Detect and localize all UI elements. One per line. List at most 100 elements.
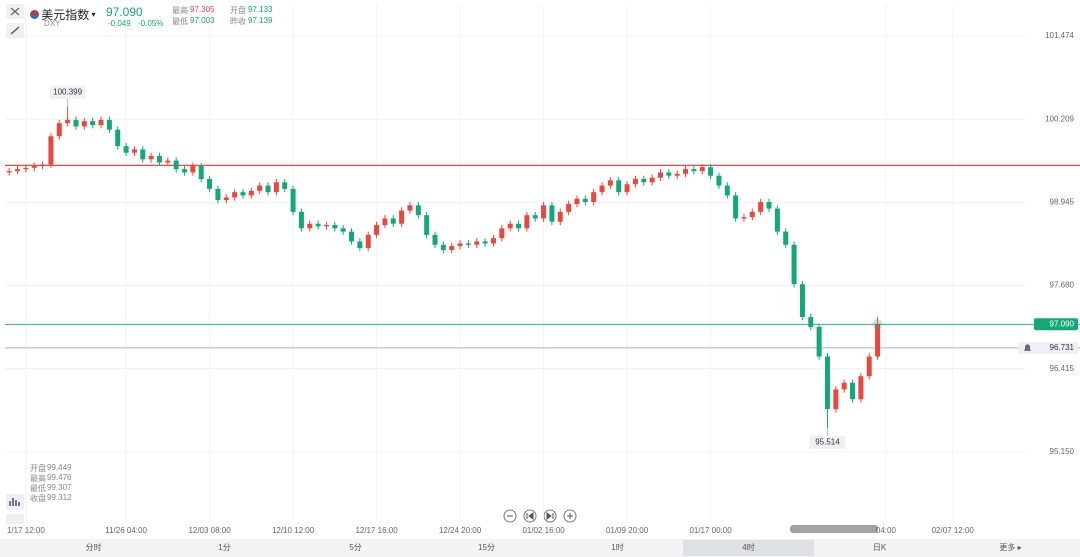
x-tick-label: 11/26 04:00 xyxy=(105,526,147,535)
candle-body xyxy=(766,202,772,209)
ohlc-value: 99.476 xyxy=(47,473,72,482)
candle-body xyxy=(382,218,388,226)
high-box xyxy=(49,85,86,99)
ohlc-label: 最高 xyxy=(30,474,46,483)
candle-body xyxy=(374,225,380,235)
y-tick-label: 95.150 xyxy=(1050,447,1075,456)
candle-body xyxy=(741,217,747,219)
symbol-name[interactable]: 美元指数 xyxy=(41,8,90,22)
timeframe-tab[interactable]: 4时 xyxy=(742,543,755,552)
candle-body xyxy=(298,211,304,229)
candle-body xyxy=(557,211,563,222)
candle-body xyxy=(223,197,229,201)
candle-body xyxy=(207,179,213,189)
candle-body xyxy=(182,169,188,173)
candle-body xyxy=(415,205,421,216)
zoom-in-icon xyxy=(567,513,573,519)
ohlc-value: 99.312 xyxy=(47,493,72,502)
symbol-header: 美元指数 ▾ xyxy=(30,6,96,23)
candle-body xyxy=(816,326,822,357)
x-tick-label: 01/02 16:00 xyxy=(522,526,565,535)
candle-body xyxy=(215,188,221,201)
dropdown-arrow[interactable]: ▾ xyxy=(91,10,96,19)
x-tick-label: 1/17 12:00 xyxy=(7,526,45,535)
ohlc-value: 99.307 xyxy=(47,483,72,492)
candle-body xyxy=(449,246,455,251)
y-tick-label: 96.415 xyxy=(1050,364,1075,373)
candle-body xyxy=(666,172,672,176)
timeframe-tab[interactable]: 更多 ▸ xyxy=(999,543,1022,552)
candle-body xyxy=(323,225,329,227)
candle-body xyxy=(148,156,154,160)
stat-value: 97.139 xyxy=(248,16,273,25)
symbol-code: DXY xyxy=(44,19,61,28)
y-tick-label: 98.945 xyxy=(1050,197,1075,206)
candle-body xyxy=(641,179,647,183)
candle-body xyxy=(566,203,572,212)
timeframe-tab[interactable]: 15分 xyxy=(478,543,495,552)
timeframe-tab[interactable]: 5分 xyxy=(349,543,362,552)
candle-body xyxy=(599,185,605,193)
candle-body xyxy=(140,149,146,160)
ohlc-label: 收盘 xyxy=(30,494,46,503)
candle-body xyxy=(783,231,789,245)
candle-body xyxy=(616,180,622,193)
low-box xyxy=(809,435,846,449)
x-tick-label: 04:00 xyxy=(876,526,897,535)
candle-body xyxy=(774,208,780,232)
candle-body xyxy=(791,244,797,285)
candle-body xyxy=(265,185,271,193)
indicator-icon xyxy=(9,498,20,506)
layout-button[interactable] xyxy=(6,514,24,524)
x-tick-label: 12/10 12:00 xyxy=(272,526,315,535)
candle-body xyxy=(23,167,29,170)
candle-body xyxy=(115,129,121,147)
candle-body xyxy=(516,223,522,229)
flag-icon xyxy=(30,10,39,19)
scroll-start-icon xyxy=(526,512,534,520)
candle-body xyxy=(106,119,112,130)
timeframe-tab[interactable]: 分时 xyxy=(85,543,102,552)
candle-body xyxy=(549,205,555,222)
last-price-tag-text: 97.090 xyxy=(1050,319,1075,328)
candle-body xyxy=(349,231,355,242)
candle-body xyxy=(758,202,764,212)
candle-body xyxy=(858,376,864,400)
candle-body xyxy=(649,177,655,183)
candle-body xyxy=(290,188,296,212)
timeframe-tab[interactable]: 1分 xyxy=(218,543,231,552)
ohlc-label: 最低 xyxy=(30,484,46,493)
candle-body xyxy=(365,234,371,249)
candle-body xyxy=(81,121,87,127)
close-icon xyxy=(10,7,20,16)
y-tick-label: 100.209 xyxy=(1045,114,1074,123)
redacted-label xyxy=(790,525,878,533)
candle-body xyxy=(190,165,196,173)
timeframe-tab[interactable]: 日K xyxy=(872,543,887,552)
candle-body xyxy=(691,169,697,172)
candle-body xyxy=(390,218,396,224)
candle-body xyxy=(875,324,881,357)
candle-body xyxy=(582,198,588,203)
stat-value: 97.003 xyxy=(190,16,215,25)
stat-label: 开盘 xyxy=(230,6,246,15)
candle-body xyxy=(240,192,246,196)
alert-price: 96.731 xyxy=(1050,343,1075,352)
alert-tag xyxy=(1018,341,1078,354)
candle-body xyxy=(699,167,705,172)
candle-body xyxy=(232,192,238,198)
timeframe-tab[interactable]: 1时 xyxy=(611,543,624,552)
x-tick-label: 12/17 16:00 xyxy=(355,526,398,535)
candle-body xyxy=(257,185,263,191)
candle-body xyxy=(332,225,338,229)
candle-body xyxy=(733,195,739,219)
candles xyxy=(6,106,881,428)
bell-icon xyxy=(1024,344,1031,351)
candle-body xyxy=(850,382,856,400)
indicator-button[interactable] xyxy=(6,494,24,510)
toolbar xyxy=(6,4,24,524)
candle-body xyxy=(165,160,171,163)
